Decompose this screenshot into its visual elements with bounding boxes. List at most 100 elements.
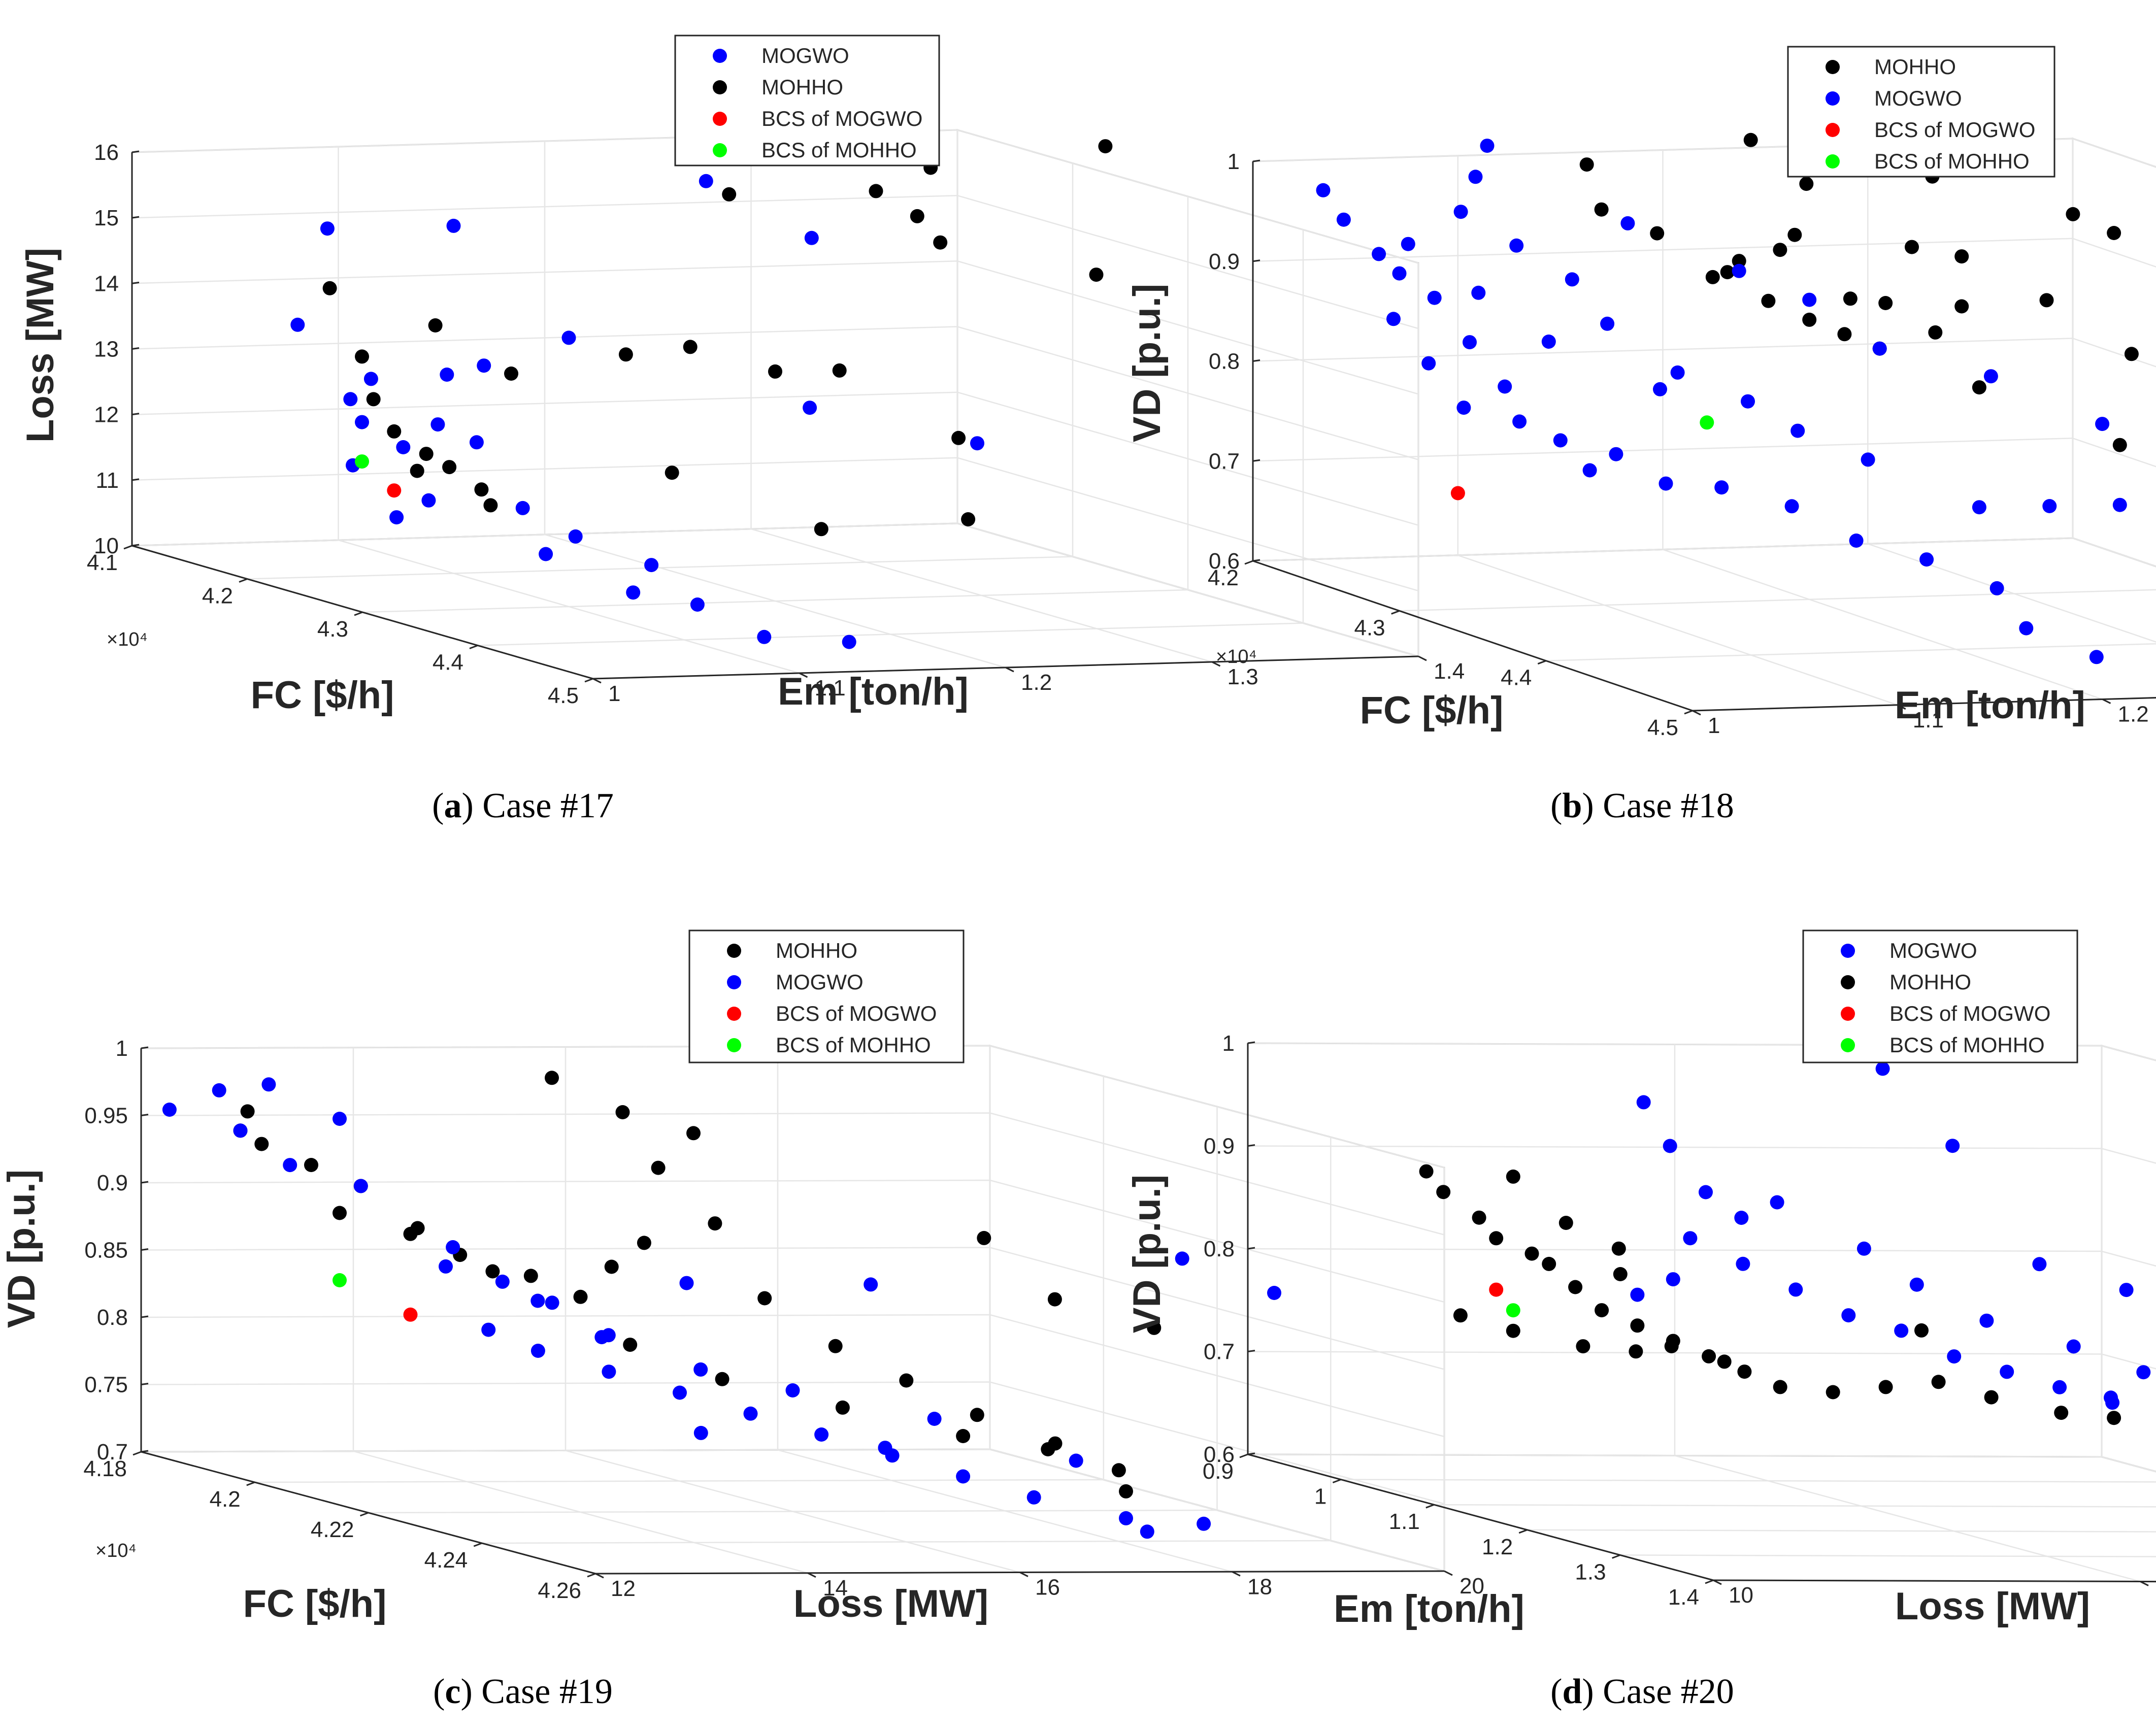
data-point (1989, 581, 2004, 595)
series-mogwo (162, 1077, 1281, 1539)
x-axis-line (1252, 560, 1693, 712)
data-point (1111, 1463, 1126, 1478)
y-axis-label: Loss [MW] (1895, 1585, 2090, 1628)
data-point (768, 364, 782, 379)
data-point (835, 1400, 850, 1415)
z-tick-label: 0.7 (97, 1440, 128, 1464)
x-multiplier-label: ×10⁴ (95, 1540, 137, 1561)
data-point (1119, 1484, 1133, 1499)
data-point (439, 1259, 453, 1274)
series-bcs-of-mohho (333, 1273, 347, 1287)
series-bcs-of-mogwo (1489, 1282, 1504, 1297)
data-point (864, 1277, 878, 1292)
x-axis-line (1247, 1453, 1714, 1581)
x-tick-mark (1239, 1453, 1248, 1458)
x-tick-label: 4.2 (202, 584, 233, 609)
legend: MOHHO MOGWO BCS of MOGWO BCS of MOHHO (1787, 46, 2055, 178)
data-point (743, 1406, 758, 1421)
data-point (1983, 369, 1998, 384)
data-point (951, 430, 966, 445)
x-tick-mark (469, 645, 478, 649)
x-tick-label: 4.3 (1354, 615, 1385, 640)
data-point (1558, 1216, 1573, 1230)
data-point (1732, 263, 1746, 278)
data-point (1541, 335, 1556, 349)
y-tick-label: 1 (608, 681, 620, 706)
caption-paren-open: ( (432, 786, 444, 825)
z-tick-mark (131, 478, 140, 481)
data-point (2066, 1339, 2081, 1354)
y-gridline (352, 1047, 808, 1574)
y-gridline (1867, 144, 2156, 643)
z-gridline (1247, 1145, 2156, 1164)
caption-text: ) Case #17 (461, 786, 613, 825)
legend-marker (1841, 1007, 1855, 1021)
panel-caption: (c) Case #19 (433, 1672, 613, 1711)
legend-label: MOHHO (1889, 970, 1971, 994)
data-point (1620, 216, 1635, 230)
data-point (440, 368, 454, 382)
data-point (212, 1083, 226, 1097)
data-point (1147, 1320, 1162, 1335)
data-point (1489, 1231, 1504, 1246)
legend-label: BCS of MOHHO (1889, 1033, 2045, 1057)
data-point (1743, 132, 1758, 147)
data-point (803, 401, 817, 415)
legend-marker (1841, 944, 1855, 958)
y-tick-mark (2102, 698, 2111, 704)
data-point (1909, 1277, 1924, 1292)
data-point (343, 392, 358, 407)
data-point (2095, 417, 2110, 431)
data-point (539, 547, 553, 561)
data-point (1714, 480, 1729, 495)
legend-label: BCS of MOGWO (1889, 1002, 2050, 1025)
z-tick-label: 1 (116, 1036, 128, 1061)
z-tick-mark (1252, 259, 1261, 262)
data-point (715, 1372, 729, 1386)
data-point (353, 1179, 368, 1193)
legend-label: MOGWO (761, 44, 849, 68)
data-point (355, 349, 369, 364)
data-point (1611, 1241, 1626, 1256)
series-mohho (1419, 1164, 2121, 1425)
x-tick-label: 4.24 (424, 1548, 468, 1573)
data-point (683, 340, 698, 354)
y-gridline (2101, 1046, 2156, 1473)
data-point (673, 1385, 687, 1400)
z-tick-mark (1252, 559, 1261, 562)
z-gridline (131, 326, 1419, 460)
data-point (304, 1158, 318, 1172)
data-point (869, 184, 883, 198)
data-point (545, 1071, 559, 1085)
gridlines (1247, 1042, 2156, 1582)
data-point (1788, 1282, 1803, 1297)
z-tick-mark (1247, 1247, 1255, 1250)
z-tick-mark (141, 1181, 149, 1184)
z-gridline (141, 1045, 1445, 1169)
series-mohho (322, 124, 1113, 537)
data-point (1945, 1139, 1960, 1153)
caption-letter: a (444, 786, 461, 825)
x-tick-label: 4.3 (317, 617, 348, 642)
data-point (410, 1221, 425, 1236)
data-point (515, 501, 530, 515)
data-point (2052, 1380, 2067, 1394)
data-point (1666, 1272, 1680, 1287)
data-point (2112, 438, 2127, 452)
y-tick-label: 1.1 (1913, 708, 1944, 733)
data-point (1630, 1287, 1645, 1302)
x-tick-mark (1425, 1504, 1435, 1509)
z-tick-label: 16 (94, 140, 119, 165)
x-tick-mark (1612, 1554, 1621, 1559)
legend-marker (713, 112, 727, 126)
z-tick-label: 0.95 (84, 1104, 128, 1128)
data-point (665, 465, 679, 480)
data-point (1456, 401, 1471, 415)
series-bcs-of-mohho (355, 454, 369, 469)
x-tick-mark (246, 1481, 255, 1486)
y-tick-mark (2140, 1581, 2149, 1586)
data-point (1048, 1436, 1063, 1451)
data-point (1720, 265, 1735, 280)
x-gridline (247, 163, 1074, 580)
data-point (1468, 170, 1483, 184)
